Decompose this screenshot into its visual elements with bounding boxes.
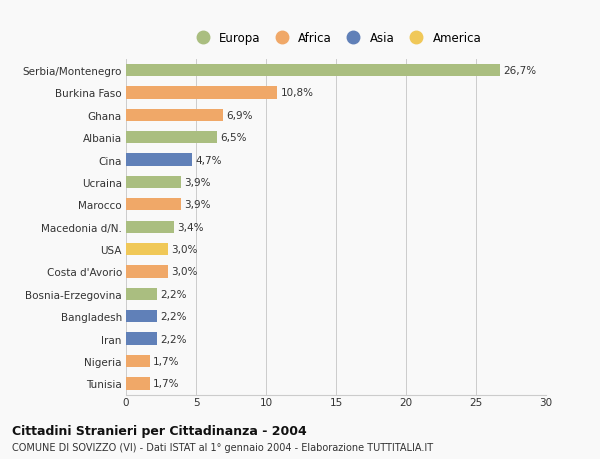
- Text: 6,9%: 6,9%: [226, 111, 253, 121]
- Text: 6,5%: 6,5%: [221, 133, 247, 143]
- Bar: [126, 243, 168, 256]
- Text: 3,4%: 3,4%: [177, 222, 203, 232]
- Text: 26,7%: 26,7%: [503, 66, 536, 76]
- Text: 2,2%: 2,2%: [160, 289, 187, 299]
- Text: 3,0%: 3,0%: [172, 267, 198, 277]
- Text: 1,7%: 1,7%: [154, 356, 180, 366]
- Text: COMUNE DI SOVIZZO (VI) - Dati ISTAT al 1° gennaio 2004 - Elaborazione TUTTITALIA: COMUNE DI SOVIZZO (VI) - Dati ISTAT al 1…: [12, 442, 433, 452]
- Bar: [126, 221, 173, 233]
- Text: Cittadini Stranieri per Cittadinanza - 2004: Cittadini Stranieri per Cittadinanza - 2…: [12, 425, 307, 437]
- Bar: [126, 333, 157, 345]
- Text: 3,0%: 3,0%: [172, 245, 198, 255]
- Text: 4,7%: 4,7%: [196, 155, 222, 165]
- Bar: [126, 310, 157, 323]
- Text: 3,9%: 3,9%: [184, 200, 211, 210]
- Text: 2,2%: 2,2%: [160, 312, 187, 322]
- Bar: [126, 355, 150, 367]
- Legend: Europa, Africa, Asia, America: Europa, Africa, Asia, America: [187, 29, 485, 49]
- Bar: [126, 109, 223, 122]
- Bar: [126, 288, 157, 300]
- Bar: [126, 65, 500, 77]
- Text: 10,8%: 10,8%: [281, 88, 314, 98]
- Bar: [126, 377, 150, 390]
- Text: 2,2%: 2,2%: [160, 334, 187, 344]
- Bar: [126, 132, 217, 144]
- Bar: [126, 176, 181, 189]
- Bar: [126, 266, 168, 278]
- Bar: [126, 154, 192, 166]
- Bar: [126, 199, 181, 211]
- Text: 3,9%: 3,9%: [184, 178, 211, 188]
- Bar: [126, 87, 277, 99]
- Text: 1,7%: 1,7%: [154, 379, 180, 389]
